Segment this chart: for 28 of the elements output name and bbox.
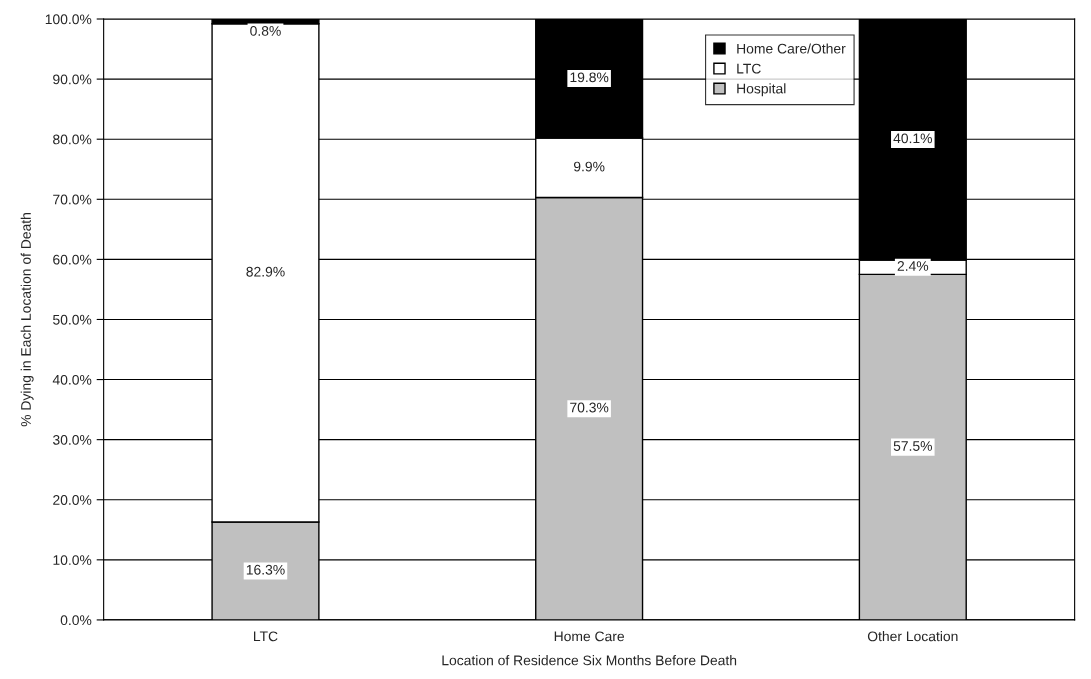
y-axis-title: % Dying in Each Location of Death (20, 213, 34, 427)
legend-label: LTC (737, 63, 761, 74)
x-tick-label: Home Care (554, 631, 625, 642)
data-label: 9.9% (573, 161, 605, 172)
y-tick-label: 0.0% (60, 615, 92, 626)
y-tick-label: 90.0% (53, 74, 92, 85)
data-label: 82.9% (246, 266, 285, 277)
data-label: 40.1% (893, 133, 932, 144)
x-tick-label: Other Location (867, 631, 958, 642)
data-label: 2.4% (897, 261, 929, 271)
y-tick-label: 60.0% (53, 254, 92, 265)
y-tick-label: 20.0% (53, 495, 92, 505)
legend-label: Home Care/Other (737, 43, 846, 54)
data-label: 19.8% (570, 72, 609, 83)
data-label: 16.3% (246, 564, 285, 575)
y-tick-label: 100.0% (45, 14, 92, 25)
y-tick-label: 80.0% (53, 134, 92, 145)
y-tick-label: 10.0% (53, 555, 92, 565)
y-tick-label: 30.0% (52, 434, 92, 445)
x-tick-label: LTC (254, 631, 278, 642)
data-label: 57.5% (893, 441, 932, 451)
data-label: 0.8% (250, 25, 281, 36)
y-tick-label: 70.0% (53, 194, 92, 205)
legend-label: Hospital (737, 83, 786, 97)
data-label: 70.3% (570, 402, 609, 413)
y-tick-label: 50.0% (53, 314, 92, 325)
y-tick-label: 40.0% (52, 374, 92, 385)
x-axis-title: Location of Residence Six Months Before Death (442, 655, 737, 666)
